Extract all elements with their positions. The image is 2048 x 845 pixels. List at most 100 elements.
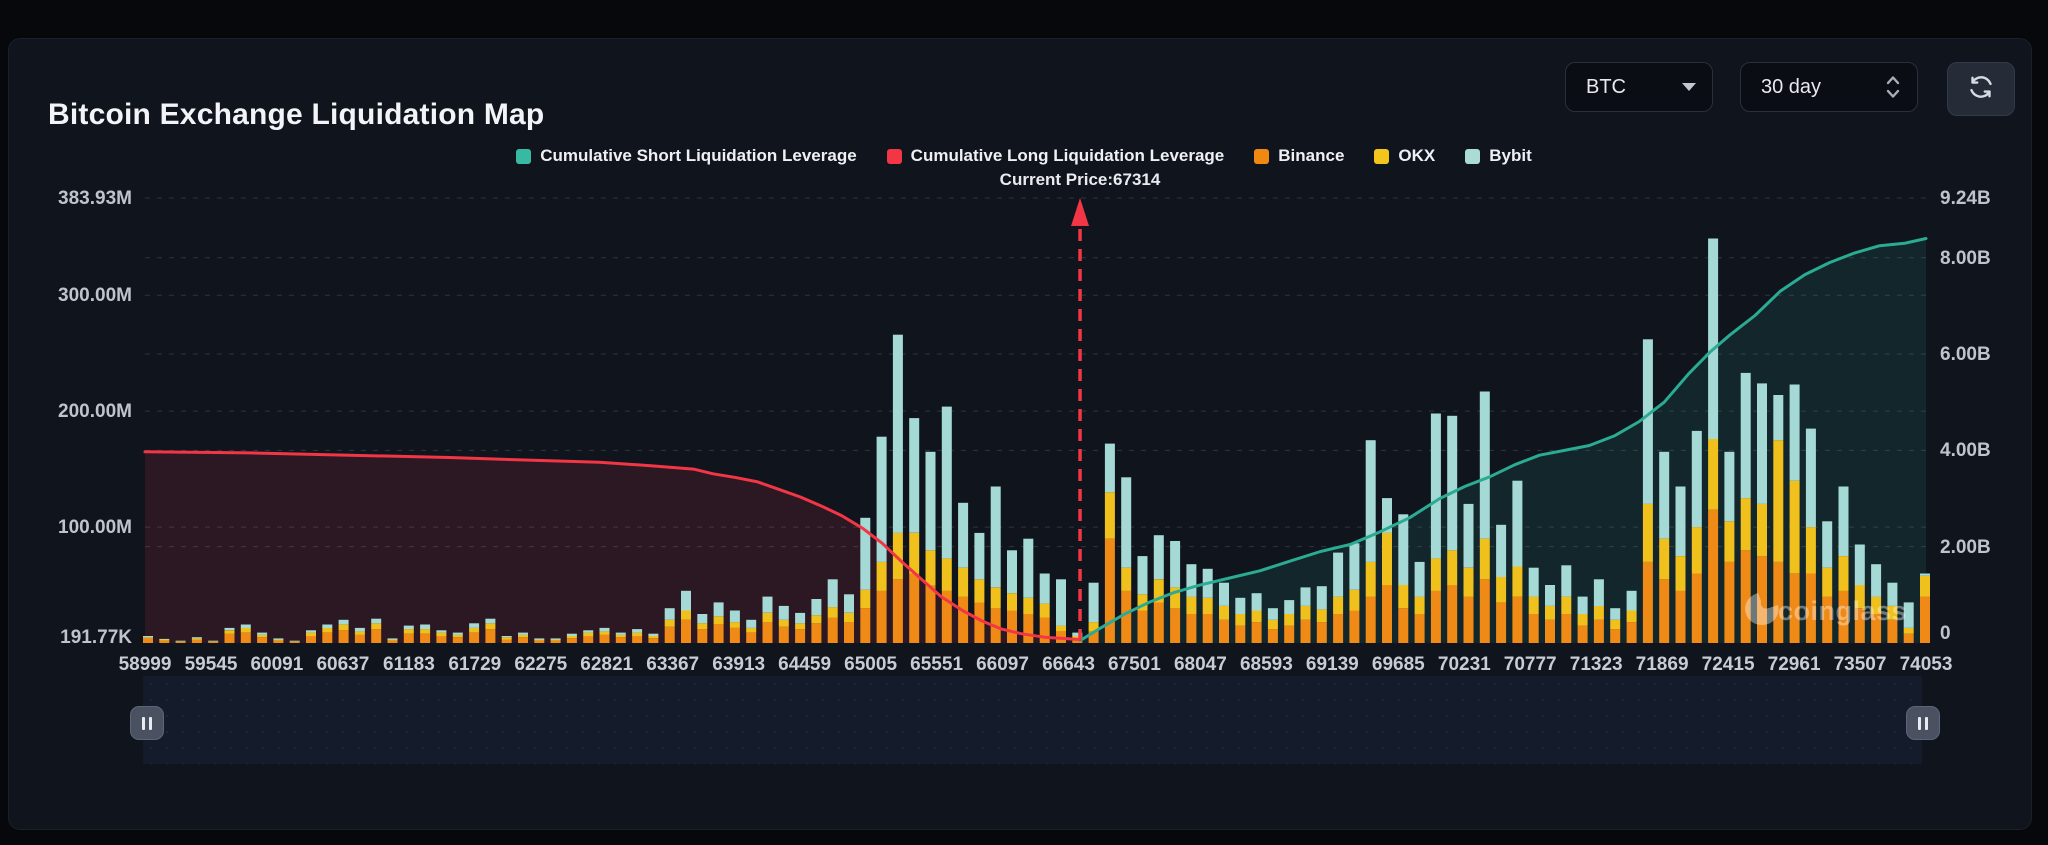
legend-item-cumulative-short[interactable]: Cumulative Short Liquidation Leverage [516,146,857,166]
bar-segment [322,624,333,628]
bar-segment [729,610,740,623]
bar-segment [371,623,382,630]
bar-segment [1593,579,1604,606]
navigator-scrollbar[interactable] [143,676,1922,764]
bar-segment [1675,486,1686,556]
bar-segment [1724,451,1735,522]
bar-segment [1577,614,1588,626]
bar-segment [713,616,724,625]
bar-segment [990,587,1001,609]
bar-segment [876,561,887,591]
chart-legend: Cumulative Short Liquidation Leverage Cu… [0,146,2048,166]
legend-item-okx[interactable]: OKX [1374,146,1435,166]
bar-segment [159,639,170,641]
legend-swatch-okx [1374,148,1390,164]
bar-segment [1300,605,1311,620]
period-select-value: 30 day [1761,75,1822,98]
bar-segment [306,630,316,633]
bar-segment [1088,582,1099,623]
bar-segment [1773,395,1784,441]
bar-segment [599,631,610,635]
bar-segment [632,632,643,637]
bar-segment [1691,527,1702,574]
navigator-handle-right[interactable] [1906,706,1940,740]
bar-segment [1545,605,1555,620]
bar-segment [354,634,365,643]
bar-segment [1430,590,1441,643]
bar-segment [273,639,284,641]
bar-segment [1088,631,1099,643]
bar-segment [632,629,643,633]
bar-segment [1267,608,1278,620]
bar-segment [191,638,202,640]
bar-segment [469,627,480,633]
bar-segment [1642,339,1653,504]
right-axis-tick: 2.00B [1940,537,1991,558]
bar-segment [1724,561,1735,643]
bar-segment [1708,238,1719,439]
left-axis-tick: 100.00M [58,517,132,538]
bar-segment [273,640,284,643]
bar-segment [550,639,561,641]
bar-segment [240,627,251,633]
x-axis-tick: 63367 [646,654,699,675]
refresh-button[interactable] [1947,62,2015,116]
bar-segment [534,639,545,641]
bar-segment [1267,629,1278,643]
bar-segment [1137,556,1148,595]
bar-segment [1740,372,1751,499]
bar-segment [469,632,480,643]
bar-segment [1854,608,1865,643]
bar-segment [1170,541,1181,588]
watermark: coinglass [1745,593,1907,626]
bar-segment [632,636,643,643]
current-price-line [1071,198,1090,641]
bar-segment [1137,610,1148,643]
bar-segment [566,638,577,643]
navigator-handle-left[interactable] [130,706,164,740]
bar-segment [697,623,708,630]
bar-segment [925,550,936,586]
bar-segment [1610,619,1621,630]
legend-item-binance[interactable]: Binance [1254,146,1344,166]
legend-label: OKX [1398,146,1436,165]
bar-segment [1007,593,1017,611]
bar-segment [1512,596,1523,643]
bar-segment [892,334,903,533]
bar-segment [1398,608,1409,643]
bar-segment [1121,477,1132,568]
bar-segment [1039,573,1050,604]
x-axis-tick: 62821 [580,654,633,675]
grip-icon [1925,716,1928,730]
x-axis-tick: 70777 [1504,654,1557,675]
bar-segment [566,636,577,639]
bar-segment [1463,567,1474,597]
bar-segment [1300,587,1311,606]
bar-segment [1838,556,1849,591]
bar-segment [1170,587,1181,609]
bar-segment [436,632,447,637]
bar-segment [1414,561,1425,597]
symbol-select[interactable]: BTC [1565,62,1713,112]
bar-segment [1659,451,1670,539]
legend-label: Cumulative Long Liquidation Leverage [910,146,1225,165]
legend-label: Bybit [1489,146,1532,165]
bar-segment [1349,543,1360,590]
bar-segment [452,632,463,635]
bar-segment [1871,614,1882,643]
x-axis-tick: 68047 [1174,654,1227,675]
bar-segment [1887,619,1898,643]
bar-segment [1691,430,1702,528]
bar-segment [941,590,952,643]
bar-segment [257,634,268,638]
legend-item-bybit[interactable]: Bybit [1465,146,1532,166]
period-select[interactable]: 30 day [1740,62,1918,112]
bar-segment [1284,600,1295,614]
bar-segment [1056,579,1066,626]
bar-segment [322,632,333,643]
bar-segment [1757,383,1767,504]
bar-segment [1871,596,1882,614]
bar-segment [1626,610,1637,623]
legend-item-cumulative-long[interactable]: Cumulative Long Liquidation Leverage [886,146,1225,166]
